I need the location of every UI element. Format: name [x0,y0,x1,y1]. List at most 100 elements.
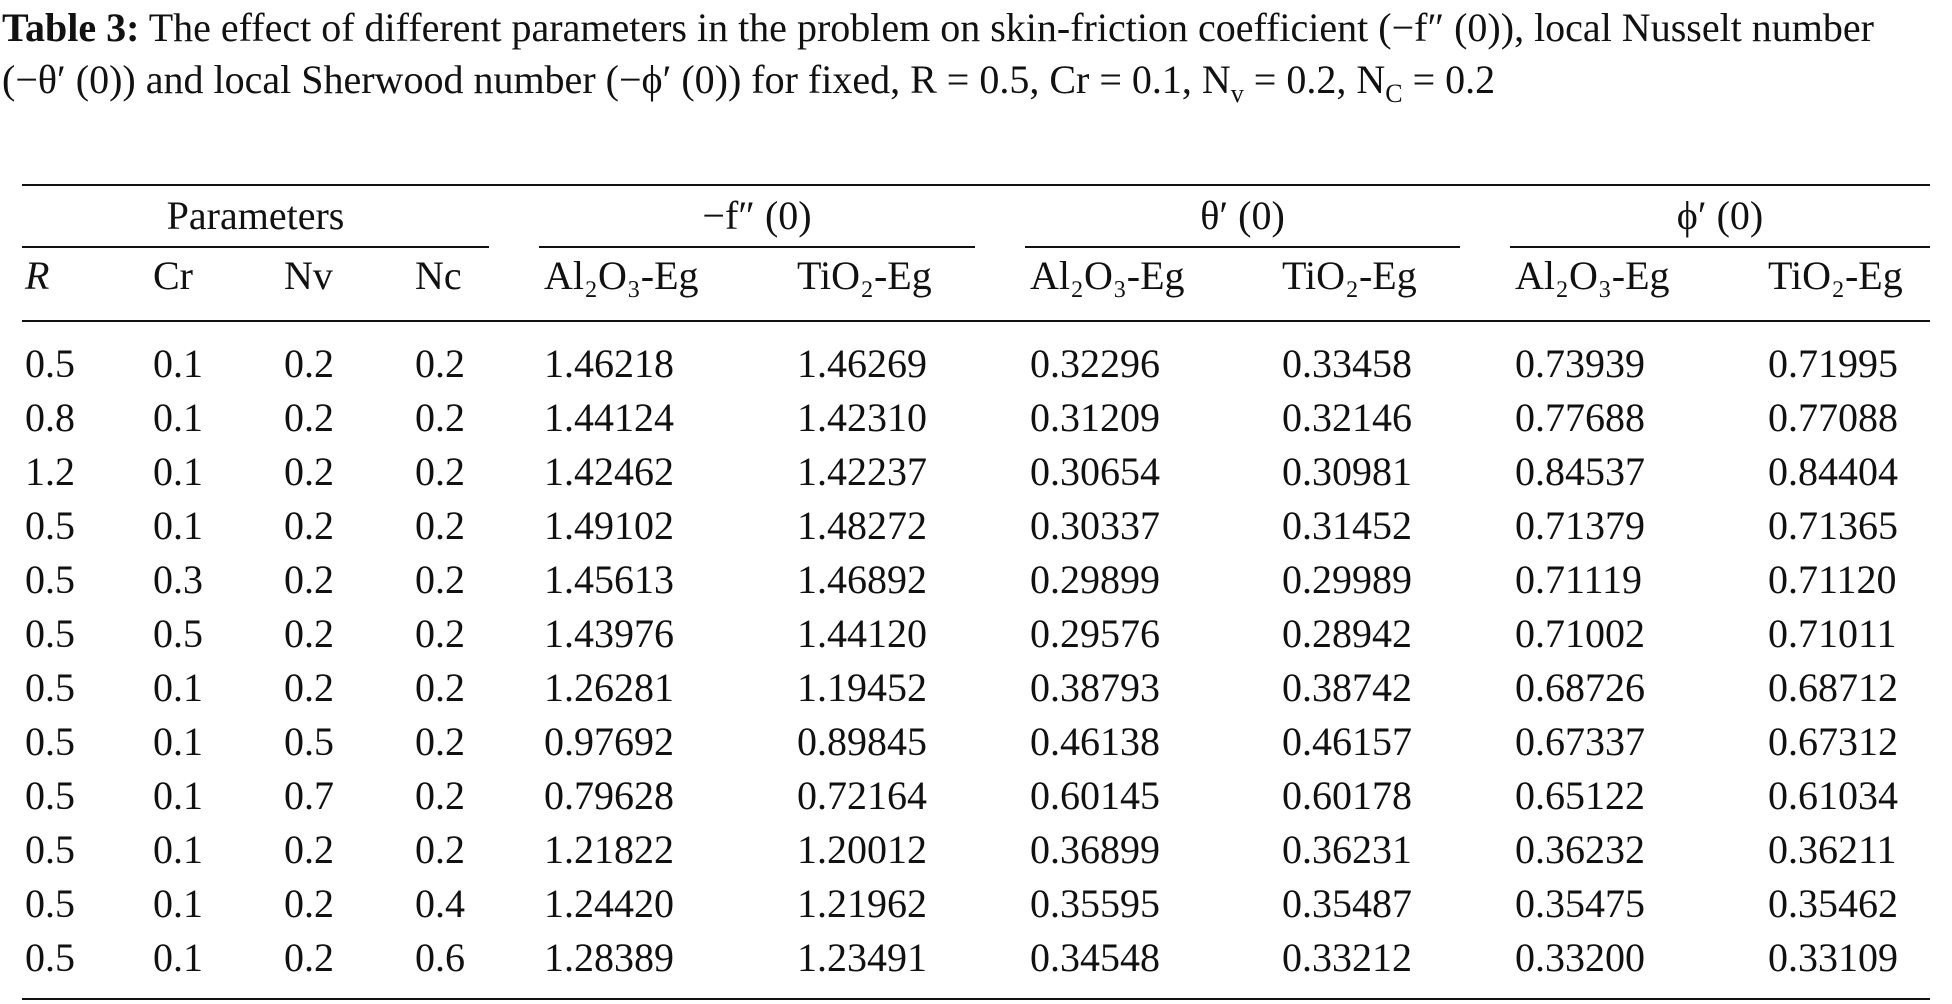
column-header: R [25,253,50,298]
table-cell: 0.5 [25,611,75,656]
table-cell: 0.71995 [1768,341,1898,386]
table-cell: 0.2 [415,341,465,386]
table-cell: 1.44124 [544,395,674,440]
table-cell: 0.71379 [1515,503,1645,548]
table-cell: 0.30654 [1030,449,1160,494]
table-cell: 1.42237 [797,449,927,494]
table-cell: 0.36232 [1515,827,1645,872]
table-cell: 0.1 [153,881,203,926]
table-cell: 1.44120 [797,611,927,656]
table-cell: 0.2 [415,827,465,872]
table-cell: 0.71365 [1768,503,1898,548]
table-cell: 0.6 [415,935,465,980]
column-header: TiO₂-Eg [797,253,932,298]
group-rule [22,246,489,248]
table-cell: 0.3 [153,557,203,602]
table-cell: 0.2 [415,611,465,656]
table-caption: Table 3: The effect of different paramet… [2,2,1942,120]
table-cell: 0.5 [25,503,75,548]
column-header: Al₂O₃-Eg [544,253,699,298]
table-cell: 0.2 [415,395,465,440]
table-cell: 0.84404 [1768,449,1898,494]
table-cell: 0.2 [284,395,334,440]
table-cell: 0.2 [284,611,334,656]
table-cell: 1.49102 [544,503,674,548]
table-cell: 0.2 [284,557,334,602]
table-cell: 0.79628 [544,773,674,818]
caption-subscript: C [1385,79,1403,108]
table-cell: 0.68712 [1768,665,1898,710]
group-header: ϕ′ (0) [1676,193,1764,238]
table-cell: 0.8 [25,395,75,440]
table-cell: 1.21962 [797,881,927,926]
table-cell: 0.29899 [1030,557,1160,602]
table-cell: 0.2 [415,773,465,818]
group-header: Parameters [166,193,345,238]
caption-text: = 0.2, N [1243,57,1386,102]
table-cell: 0.5 [153,611,203,656]
table-cell: 1.45613 [544,557,674,602]
column-header: Al₂O₃-Eg [1030,253,1185,298]
table-cell: 1.2 [25,449,75,494]
table-cell: 0.2 [415,503,465,548]
table-cell: 1.43976 [544,611,674,656]
table-cell: 0.32296 [1030,341,1160,386]
table-cell: 0.67312 [1768,719,1898,764]
table-cell: 1.48272 [797,503,927,548]
table-cell: 0.68726 [1515,665,1645,710]
table-cell: 0.36899 [1030,827,1160,872]
table-cell: 0.89845 [797,719,927,764]
table-cell: 1.21822 [544,827,674,872]
table-cell: 0.5 [25,827,75,872]
column-header: Cr [153,253,193,298]
table-cell: 0.5 [284,719,334,764]
table-cell: 1.28389 [544,935,674,980]
table-cell: 0.71120 [1768,557,1897,602]
table-cell: 0.36211 [1768,827,1897,872]
table-cell: 0.31452 [1282,503,1412,548]
table-cell: 0.2 [415,665,465,710]
table-cell: 0.5 [25,665,75,710]
table-cell: 0.2 [284,881,334,926]
table-cell: 0.1 [153,827,203,872]
table-cell: 0.71011 [1768,611,1897,656]
table-cell: 0.72164 [797,773,927,818]
table-cell: 0.33458 [1282,341,1412,386]
table-cell: 0.2 [284,665,334,710]
table-cell: 0.2 [284,449,334,494]
table-cell: 0.77688 [1515,395,1645,440]
table-cell: 0.2 [284,503,334,548]
table-cell: 0.33212 [1282,935,1412,980]
table-cell: 0.46157 [1282,719,1412,764]
table-cell: 0.5 [25,935,75,980]
table-cell: 1.42462 [544,449,674,494]
top-rule [22,184,1930,186]
table-cell: 1.42310 [797,395,927,440]
table-cell: 0.97692 [544,719,674,764]
table-cell: 0.71119 [1515,557,1643,602]
table-cell: 0.1 [153,503,203,548]
table-cell: 1.46218 [544,341,674,386]
table-cell: 0.1 [153,935,203,980]
table-cell: 1.20012 [797,827,927,872]
caption-text: The effect of different parameters in th… [2,5,1874,102]
table-cell: 0.38742 [1282,665,1412,710]
table-cell: 0.60178 [1282,773,1412,818]
table-cell: 0.1 [153,395,203,440]
table-cell: 0.33109 [1768,935,1898,980]
table-cell: 0.5 [25,341,75,386]
table-cell: 0.35487 [1282,881,1412,926]
group-rule [1025,246,1460,248]
caption-label: Table 3: [2,5,140,50]
column-header: TiO₂-Eg [1768,253,1903,298]
table-cell: 0.38793 [1030,665,1160,710]
table-cell: 0.46138 [1030,719,1160,764]
table-cell: 0.1 [153,665,203,710]
table-cell: 0.29576 [1030,611,1160,656]
column-header: Nv [284,253,333,298]
table-cell: 0.35595 [1030,881,1160,926]
table-cell: 0.36231 [1282,827,1412,872]
table-cell: 0.2 [415,557,465,602]
caption-text: = 0.2 [1402,57,1496,102]
table-cell: 0.61034 [1768,773,1898,818]
